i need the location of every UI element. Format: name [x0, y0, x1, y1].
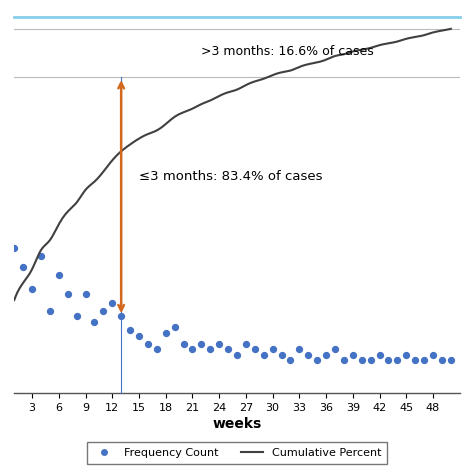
Point: [162, 329, 170, 337]
Text: ≤3 months: 83.4% of cases: ≤3 months: 83.4% of cases: [139, 171, 322, 183]
Legend: Frequency Count, Cumulative Percent: Frequency Count, Cumulative Percent: [87, 443, 387, 464]
Point: [438, 356, 446, 364]
Point: [82, 291, 89, 298]
Point: [420, 356, 428, 364]
Point: [215, 340, 223, 348]
Point: [126, 327, 134, 334]
Point: [144, 340, 152, 348]
Point: [19, 263, 27, 271]
Point: [349, 351, 356, 359]
Point: [313, 356, 321, 364]
Point: [180, 340, 187, 348]
Point: [37, 252, 45, 260]
Point: [331, 346, 339, 353]
Point: [340, 356, 348, 364]
Point: [447, 356, 455, 364]
Point: [189, 346, 196, 353]
Point: [278, 351, 285, 359]
Point: [46, 307, 54, 315]
Point: [411, 356, 419, 364]
Point: [207, 346, 214, 353]
Point: [429, 351, 437, 359]
Point: [367, 356, 374, 364]
Point: [55, 272, 63, 279]
Point: [385, 356, 392, 364]
Point: [296, 346, 303, 353]
Point: [171, 324, 178, 331]
Point: [100, 307, 107, 315]
Point: [251, 346, 259, 353]
Point: [109, 299, 116, 307]
Point: [153, 346, 161, 353]
Point: [91, 318, 98, 326]
Point: [242, 340, 250, 348]
Point: [64, 291, 72, 298]
Point: [376, 351, 383, 359]
Point: [224, 346, 232, 353]
Point: [118, 313, 125, 320]
Point: [393, 356, 401, 364]
Point: [73, 313, 81, 320]
Point: [322, 351, 330, 359]
Point: [358, 356, 365, 364]
Point: [304, 351, 312, 359]
Point: [233, 351, 241, 359]
Point: [260, 351, 267, 359]
X-axis label: weeks: weeks: [212, 417, 262, 431]
Point: [10, 244, 18, 252]
Point: [269, 346, 276, 353]
Text: >3 months: 16.6% of cases: >3 months: 16.6% of cases: [201, 45, 374, 58]
Point: [28, 285, 36, 293]
Point: [287, 356, 294, 364]
Point: [402, 351, 410, 359]
Point: [198, 340, 205, 348]
Point: [135, 332, 143, 339]
